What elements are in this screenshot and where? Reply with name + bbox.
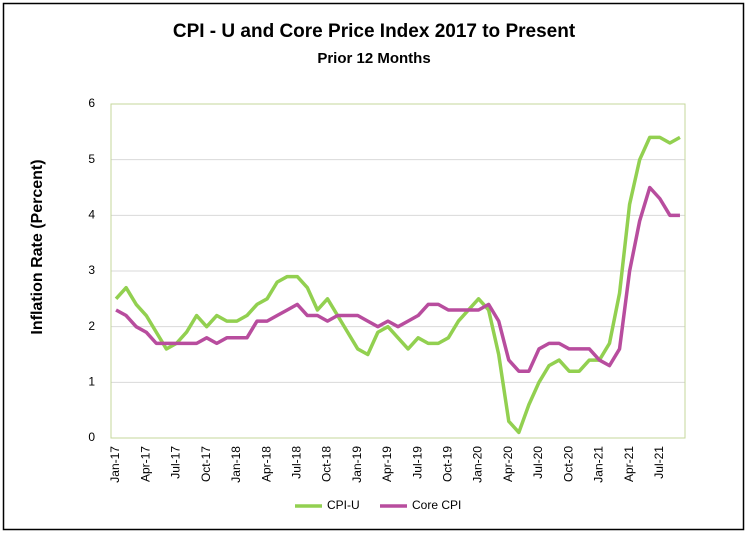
x-tick-label: Jan-21 bbox=[592, 446, 606, 483]
legend-label: Core CPI bbox=[412, 498, 461, 512]
y-tick-label: 6 bbox=[88, 96, 95, 110]
legend-label: CPI-U bbox=[327, 498, 360, 512]
x-tick-label: Oct-18 bbox=[320, 446, 334, 482]
x-tick-label: Jan-17 bbox=[108, 446, 122, 483]
y-tick-label: 3 bbox=[88, 263, 95, 277]
x-tick-label: Apr-17 bbox=[138, 446, 152, 482]
y-tick-label: 5 bbox=[88, 152, 95, 166]
x-tick-label: Jan-18 bbox=[229, 446, 243, 483]
y-tick-label: 1 bbox=[88, 375, 95, 389]
x-tick-label: Jul-19 bbox=[410, 446, 424, 479]
x-tick-label: Apr-20 bbox=[501, 446, 515, 482]
x-tick-label: Jul-20 bbox=[531, 446, 545, 479]
x-tick-label: Oct-20 bbox=[561, 446, 575, 482]
x-tick-label: Jul-17 bbox=[169, 446, 183, 479]
plot-frame bbox=[110, 103, 686, 439]
x-tick-label: Jan-19 bbox=[350, 446, 364, 483]
chart-title: CPI - U and Core Price Index 2017 to Pre… bbox=[173, 21, 576, 42]
y-axis-label: Inflation Rate (Percent) bbox=[29, 159, 46, 334]
x-tick-label: Apr-19 bbox=[380, 446, 394, 482]
x-tick-label: Oct-19 bbox=[441, 446, 455, 482]
x-tick-label: Jul-18 bbox=[289, 446, 303, 479]
series-line bbox=[114, 135, 681, 435]
x-tick-label: Jul-21 bbox=[652, 446, 666, 479]
x-tick-label: Oct-17 bbox=[199, 446, 213, 482]
y-tick-label: 4 bbox=[88, 208, 95, 222]
y-tick-label: 2 bbox=[88, 319, 95, 333]
y-tick-label: 0 bbox=[88, 430, 95, 444]
chart-subtitle: Prior 12 Months bbox=[317, 50, 430, 67]
x-tick-label: Apr-18 bbox=[259, 446, 273, 482]
x-tick-label: Apr-21 bbox=[622, 446, 636, 482]
x-tick-label: Jan-20 bbox=[471, 446, 485, 483]
series-line bbox=[115, 185, 680, 373]
